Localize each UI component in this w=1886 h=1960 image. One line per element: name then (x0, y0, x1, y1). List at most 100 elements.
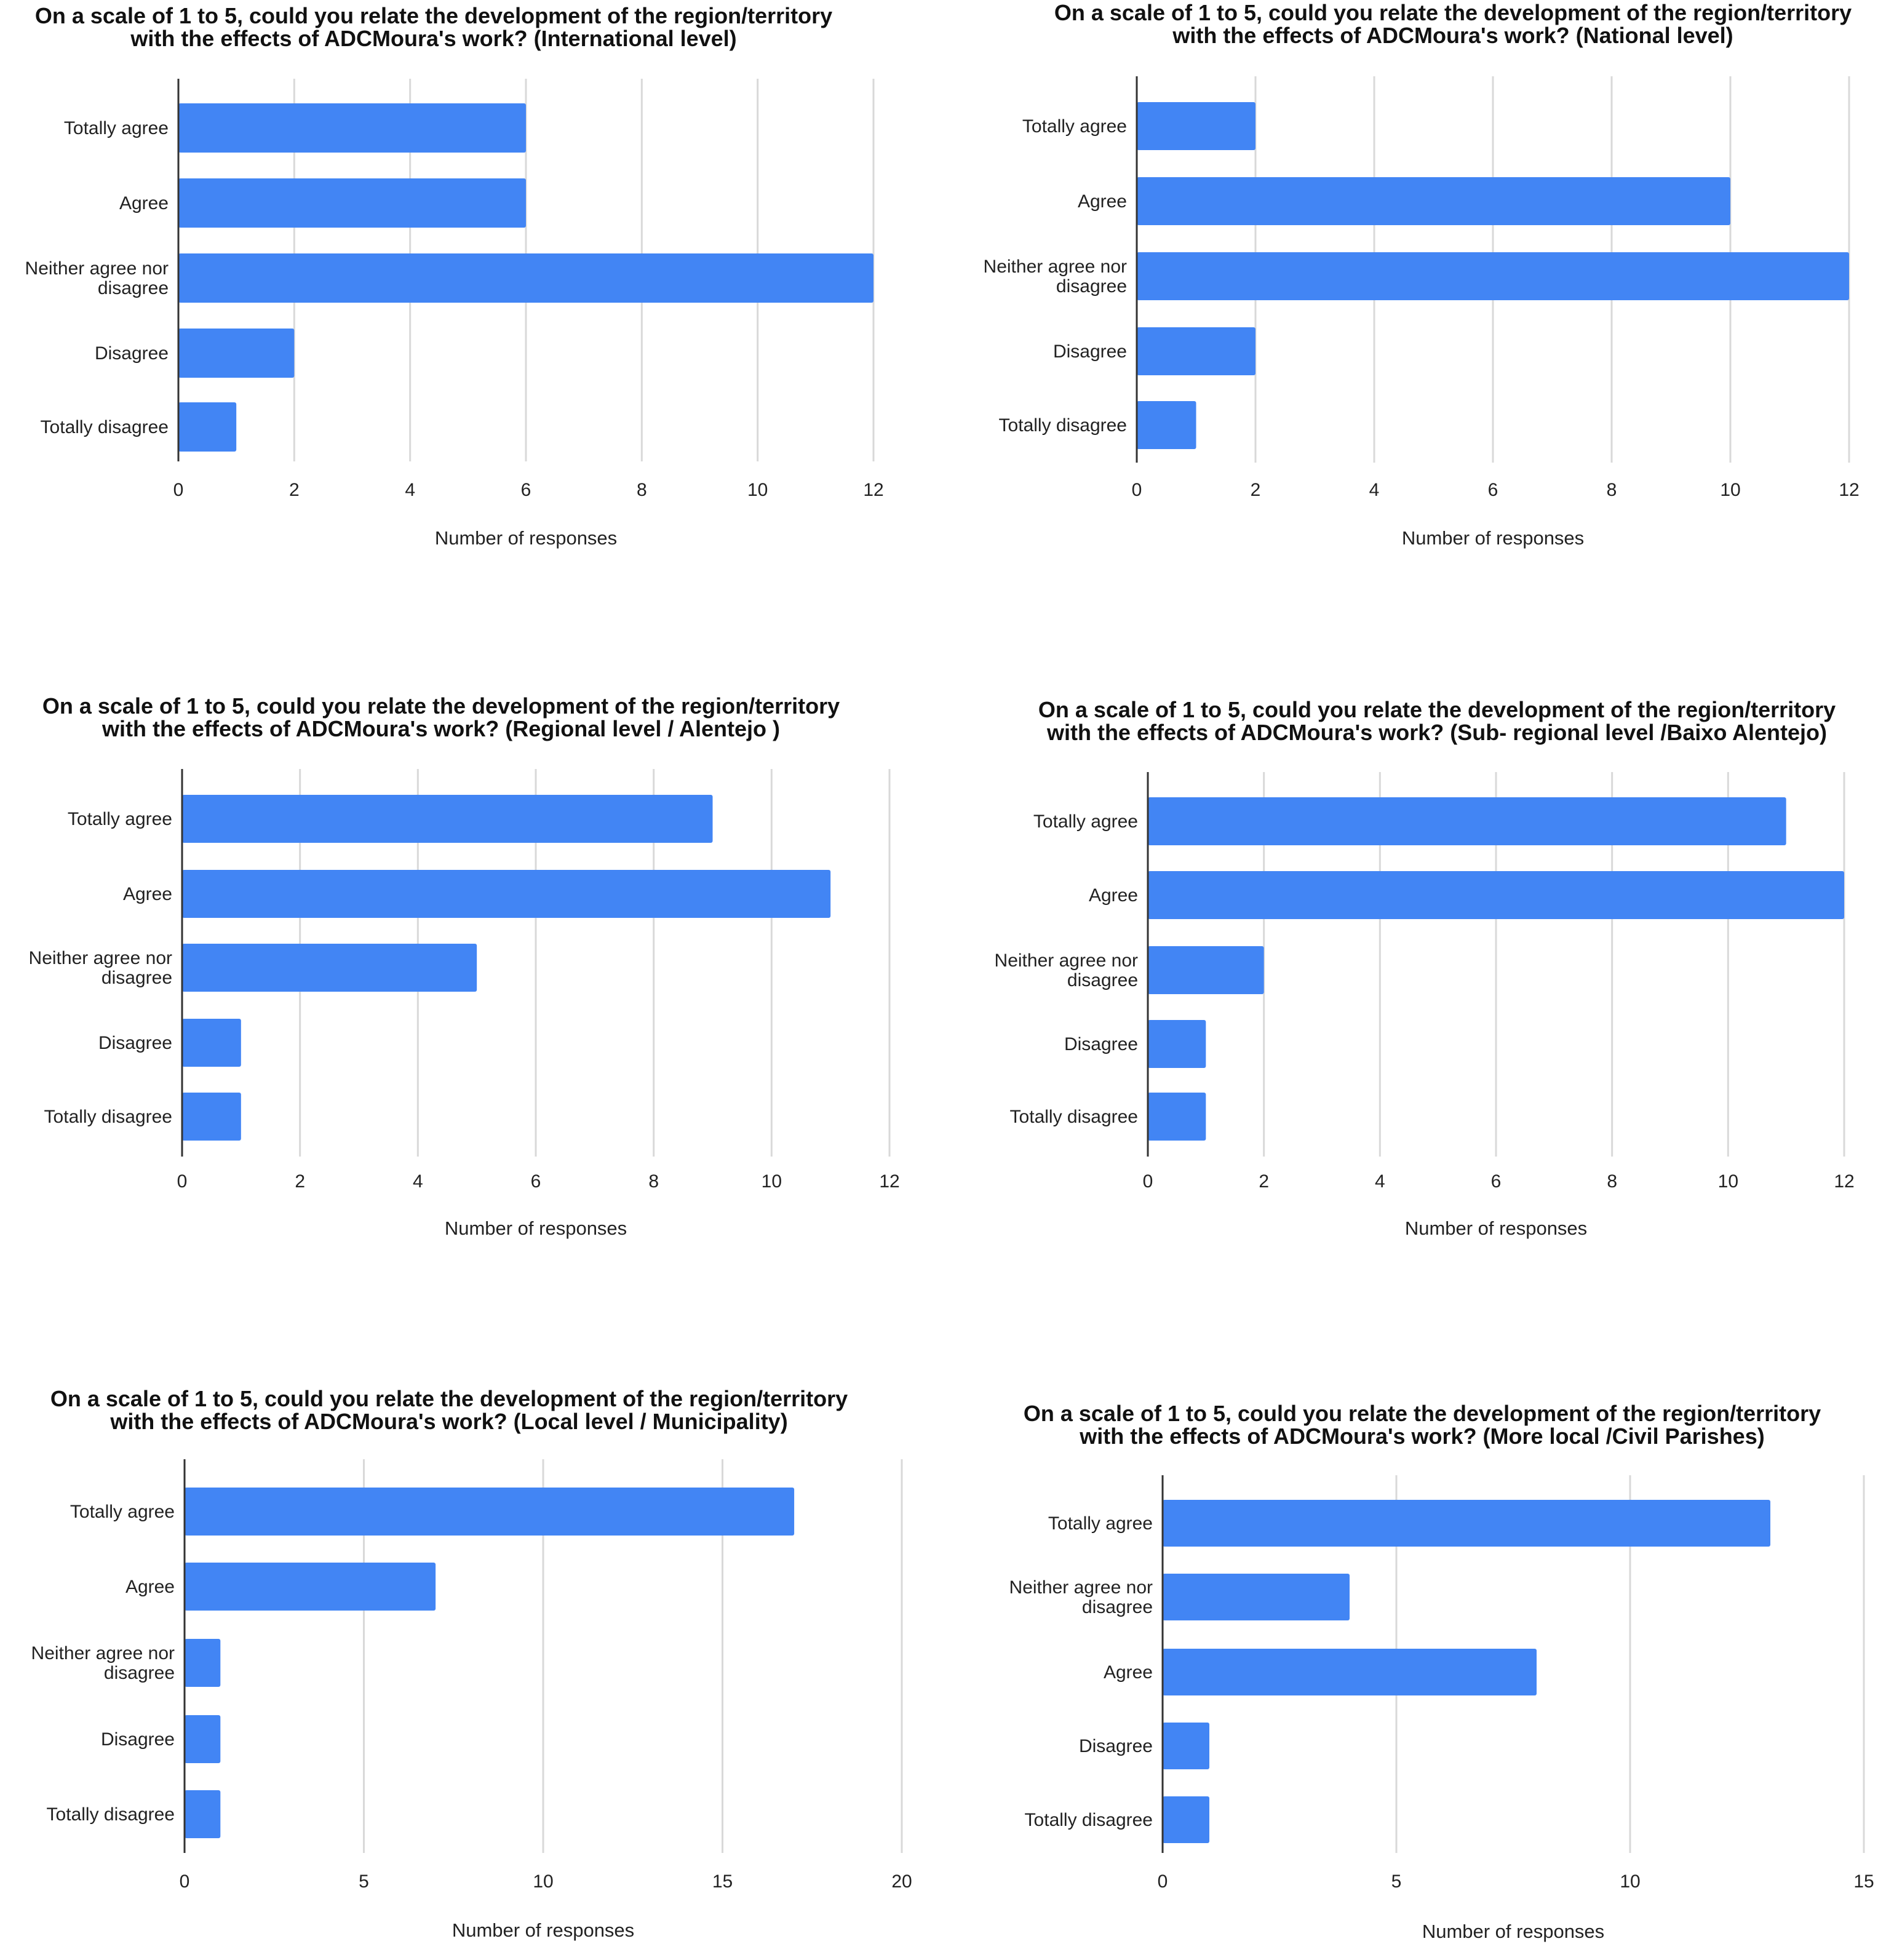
category-label: Agree (125, 1577, 175, 1597)
x-tick-label: 4 (1369, 480, 1380, 500)
x-tick-label: 10 (533, 1871, 553, 1892)
category-label: Totally disagree (1010, 1107, 1138, 1127)
x-axis-title: Number of responses (452, 1919, 634, 1941)
category-label: Neither agree nor disagree (31, 1643, 175, 1683)
x-tick-label: 4 (405, 480, 415, 500)
category-label: Totally agree (64, 118, 169, 138)
bar-totally-agree (1148, 797, 1786, 845)
x-tick-label: 0 (1143, 1171, 1153, 1192)
category-label: Disagree (95, 343, 169, 364)
x-tick-label: 12 (1839, 480, 1859, 500)
category-label-line: Neither agree nor (984, 257, 1127, 277)
bar-disagree (182, 1019, 241, 1067)
category-label: Totally disagree (999, 415, 1127, 436)
bar-neither-agree-nor-disagree (178, 253, 873, 303)
category-label: Disagree (1053, 341, 1127, 362)
x-tick-label: 4 (413, 1171, 423, 1192)
category-label-line: disagree (1056, 276, 1127, 297)
x-tick-label: 10 (1718, 1171, 1738, 1192)
x-tick-label: 8 (1607, 480, 1617, 500)
x-tick-label: 0 (1158, 1871, 1168, 1892)
chart-panel-3: On a scale of 1 to 5, could you relate t… (29, 693, 900, 1239)
x-axis-title: Number of responses (1405, 1217, 1587, 1239)
category-label: Disagree (1064, 1034, 1138, 1054)
x-tick-label: 12 (1834, 1171, 1854, 1192)
chart-panel-5: On a scale of 1 to 5, could you relate t… (31, 1386, 912, 1941)
x-tick-label: 2 (289, 480, 300, 500)
bar-agree (185, 1563, 436, 1611)
x-tick-label: 2 (295, 1171, 305, 1192)
chart-title-line: On a scale of 1 to 5, could you relate t… (50, 1386, 848, 1411)
chart-title: On a scale of 1 to 5, could you relate t… (50, 1386, 848, 1434)
category-label: Agree (1089, 885, 1138, 906)
bar-totally-disagree (185, 1790, 221, 1838)
category-label: Agree (1104, 1662, 1153, 1683)
category-label: Totally agree (68, 809, 172, 829)
chart-title-line: On a scale of 1 to 5, could you relate t… (42, 693, 840, 719)
chart-title: On a scale of 1 to 5, could you relate t… (1038, 697, 1836, 745)
bar-disagree (1163, 1723, 1209, 1769)
x-tick-label: 5 (359, 1871, 369, 1892)
chart-title-line: On a scale of 1 to 5, could you relate t… (1024, 1401, 1821, 1426)
category-label: Neither agree nor disagree (995, 950, 1138, 990)
category-label-line: disagree (1067, 970, 1138, 990)
x-tick-label: 8 (648, 1171, 659, 1192)
x-tick-label: 6 (1491, 1171, 1502, 1192)
chart-title: On a scale of 1 to 5, could you relate t… (42, 693, 840, 741)
category-label: Neither agree nor disagree (25, 258, 169, 298)
x-axis-title: Number of responses (1402, 527, 1584, 549)
chart-title-line: On a scale of 1 to 5, could you relate t… (1054, 0, 1852, 25)
bar-agree (182, 870, 831, 918)
bar-neither-agree-nor-disagree (1137, 252, 1849, 300)
category-label: Disagree (101, 1729, 175, 1750)
chart-title-line: with the effects of ADCMoura's work? (Su… (1046, 720, 1827, 745)
category-label: Disagree (1079, 1736, 1153, 1756)
bar-disagree (1137, 327, 1255, 375)
x-axis-title: Number of responses (435, 527, 617, 549)
category-label-line: disagree (101, 968, 172, 988)
bar-agree (1163, 1649, 1537, 1695)
category-label: Totally disagree (47, 1804, 175, 1825)
x-tick-label: 0 (177, 1171, 188, 1192)
chart-title-line: On a scale of 1 to 5, could you relate t… (35, 3, 832, 28)
chart-title-line: with the effects of ADCMoura's work? (Na… (1172, 23, 1733, 48)
bar-totally-agree (1163, 1500, 1770, 1547)
category-label: Totally agree (70, 1502, 175, 1522)
chart-title: On a scale of 1 to 5, could you relate t… (1024, 1401, 1821, 1449)
x-tick-label: 15 (1853, 1871, 1874, 1892)
category-label: Totally agree (1033, 811, 1138, 832)
category-label: Agree (123, 884, 172, 904)
x-tick-label: 10 (747, 480, 768, 500)
x-tick-label: 2 (1259, 1171, 1269, 1192)
x-tick-label: 4 (1375, 1171, 1385, 1192)
category-label-line: disagree (104, 1663, 175, 1683)
x-axis-title: Number of responses (1422, 1921, 1604, 1942)
x-tick-label: 15 (712, 1871, 733, 1892)
category-label: Totally agree (1048, 1513, 1153, 1534)
category-label: Disagree (98, 1033, 172, 1053)
bar-totally-disagree (1137, 401, 1196, 449)
chart-panel-4: On a scale of 1 to 5, could you relate t… (995, 697, 1855, 1239)
bar-agree (178, 178, 526, 228)
x-tick-label: 10 (762, 1171, 782, 1192)
category-label-line: disagree (1082, 1597, 1153, 1617)
chart-title-line: with the effects of ADCMoura's work? (Mo… (1079, 1424, 1764, 1449)
bar-disagree (178, 329, 295, 378)
bar-totally-agree (178, 103, 526, 153)
category-label-line: disagree (98, 278, 169, 298)
chart-title-line: with the effects of ADCMoura's work? (Re… (101, 716, 780, 741)
bar-neither-agree-nor-disagree (1148, 946, 1264, 994)
category-label-line: Neither agree nor (31, 1643, 175, 1663)
category-label-line: Neither agree nor (25, 258, 169, 279)
x-tick-label: 12 (879, 1171, 899, 1192)
category-label-line: Neither agree nor (1009, 1577, 1153, 1598)
x-tick-label: 2 (1251, 480, 1261, 500)
category-label-line: Neither agree nor (995, 950, 1138, 971)
x-tick-label: 0 (180, 1871, 190, 1892)
category-label: Agree (1078, 191, 1127, 212)
bar-agree (1148, 871, 1844, 919)
x-tick-label: 0 (1132, 480, 1142, 500)
x-tick-label: 20 (891, 1871, 912, 1892)
x-tick-label: 5 (1391, 1871, 1402, 1892)
x-tick-label: 0 (173, 480, 184, 500)
